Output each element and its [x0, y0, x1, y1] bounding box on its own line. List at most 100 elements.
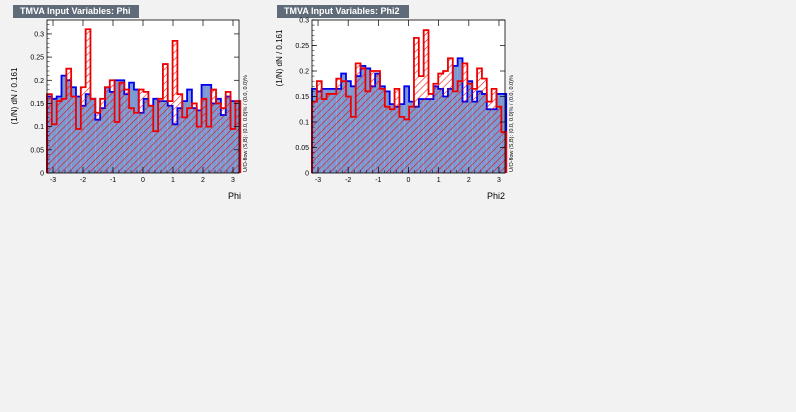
background-bar [104, 87, 110, 173]
x-tick-label: -2 [80, 177, 86, 184]
x-tick-label: -1 [375, 177, 381, 184]
background-bar [172, 40, 178, 173]
background-bar [167, 101, 173, 173]
x-tick-label: 3 [497, 177, 501, 184]
x-axis-ticks: -3 -2 -1 0 1 2 3 [315, 20, 501, 184]
background-bar [336, 78, 342, 173]
background-bar [404, 119, 410, 173]
background-bar [133, 112, 139, 173]
x-tick-label: -3 [315, 177, 321, 184]
background-bar [71, 96, 76, 173]
x-tick-label: 2 [467, 177, 471, 184]
background-bar [462, 63, 468, 173]
background-bar [143, 91, 149, 173]
background-bar [124, 89, 130, 173]
background-bar [191, 103, 197, 173]
background-bar [162, 64, 168, 173]
x-tick-label: 2 [201, 177, 205, 184]
background-bar [196, 126, 202, 173]
background-bar [477, 68, 482, 173]
x-axis-ticks: -3 -2 -1 0 1 2 3 [50, 20, 235, 184]
background-bar [148, 105, 154, 173]
background-bar [220, 108, 226, 173]
background-bar [418, 76, 424, 173]
background-bar [384, 106, 390, 173]
background-bar [326, 93, 332, 173]
background-bar [355, 63, 361, 173]
panel-title-phi2: TMVA Input Variables: Phi2 [277, 5, 409, 18]
x-tick-label: 3 [231, 177, 235, 184]
y-axis-title: (1/N) dN / 0.161 [275, 29, 284, 86]
background-bar [389, 109, 395, 173]
y-tick-label: 0.15 [30, 101, 44, 108]
panel-title-phi: TMVA Input Variables: Phi [13, 5, 139, 18]
y-tick-label: 0.15 [295, 94, 309, 101]
y-tick-label: 0.2 [299, 69, 309, 76]
background-bar [90, 98, 96, 173]
x-axis-title: Phi2 [487, 191, 505, 201]
background-bar [433, 83, 439, 173]
background-bar [467, 83, 473, 173]
background-bar [331, 93, 337, 173]
background-bar [491, 88, 497, 173]
y-tick-label: 0 [305, 171, 309, 178]
background-bar [56, 101, 62, 173]
y-tick-label: 0.05 [30, 147, 44, 154]
y-tick-label: 0.1 [299, 120, 309, 127]
background-bar [350, 116, 356, 173]
y-tick-label: 0.1 [34, 124, 44, 131]
background-bar [158, 98, 163, 173]
background-bar [61, 98, 67, 173]
background-bar [95, 112, 101, 173]
y-tick-label: 0.3 [34, 31, 44, 38]
background-bar [100, 98, 105, 173]
background-bar [216, 103, 221, 173]
background-bar [345, 96, 351, 173]
background-outline [311, 29, 508, 173]
background-bar [129, 108, 134, 173]
background-bar [85, 29, 91, 173]
background-bar [394, 88, 400, 173]
x-tick-label: -2 [345, 177, 351, 184]
x-tick-label: 1 [171, 177, 175, 184]
background-bar [457, 81, 463, 173]
background-bar [321, 99, 327, 173]
x-tick-label: -1 [110, 177, 116, 184]
background-bar [187, 108, 192, 173]
background-bar [496, 106, 502, 173]
histogram-panel-phi2: 0 0.05 0.1 0.15 0.2 0.25 0.3 -3 -2 -1 0 1 2 3 (1/N) … [275, 18, 515, 202]
x-tick-label: 1 [437, 177, 441, 184]
background-histogram [46, 28, 242, 173]
background-bar [235, 101, 241, 173]
background-bar [182, 117, 188, 173]
y-tick-label: 0.05 [295, 145, 309, 152]
background-bar [443, 71, 448, 173]
background-bar [80, 87, 86, 173]
background-bar [177, 94, 183, 173]
overflow-note: U/O-flow (S,B): (0.0, 0.0)% / (0.0, 0.0)… [509, 75, 515, 172]
background-outline [46, 28, 242, 173]
background-bar [486, 101, 492, 173]
y-tick-label: 0.25 [295, 43, 309, 50]
background-histogram [311, 29, 508, 174]
background-bar [230, 128, 236, 173]
y-axis-ticks: 0 0.05 0.1 0.15 0.2 0.25 0.3 [30, 19, 239, 178]
background-bar [138, 89, 144, 173]
background-bar [206, 126, 212, 173]
background-bar [399, 116, 405, 173]
background-bar [66, 68, 72, 173]
background-bar [316, 81, 322, 173]
background-bar [47, 94, 52, 173]
background-bar [119, 82, 125, 173]
background-bar [201, 98, 207, 173]
y-tick-label: 0 [40, 171, 44, 178]
background-bar [109, 80, 115, 173]
background-bar [413, 37, 419, 173]
background-bar [452, 91, 458, 173]
x-tick-label: -3 [50, 177, 56, 184]
y-axis-ticks: 0 0.05 0.1 0.15 0.2 0.25 0.3 [295, 18, 505, 178]
background-bar [365, 91, 371, 173]
background-bar [472, 88, 478, 173]
y-tick-label: 0.3 [299, 18, 309, 25]
